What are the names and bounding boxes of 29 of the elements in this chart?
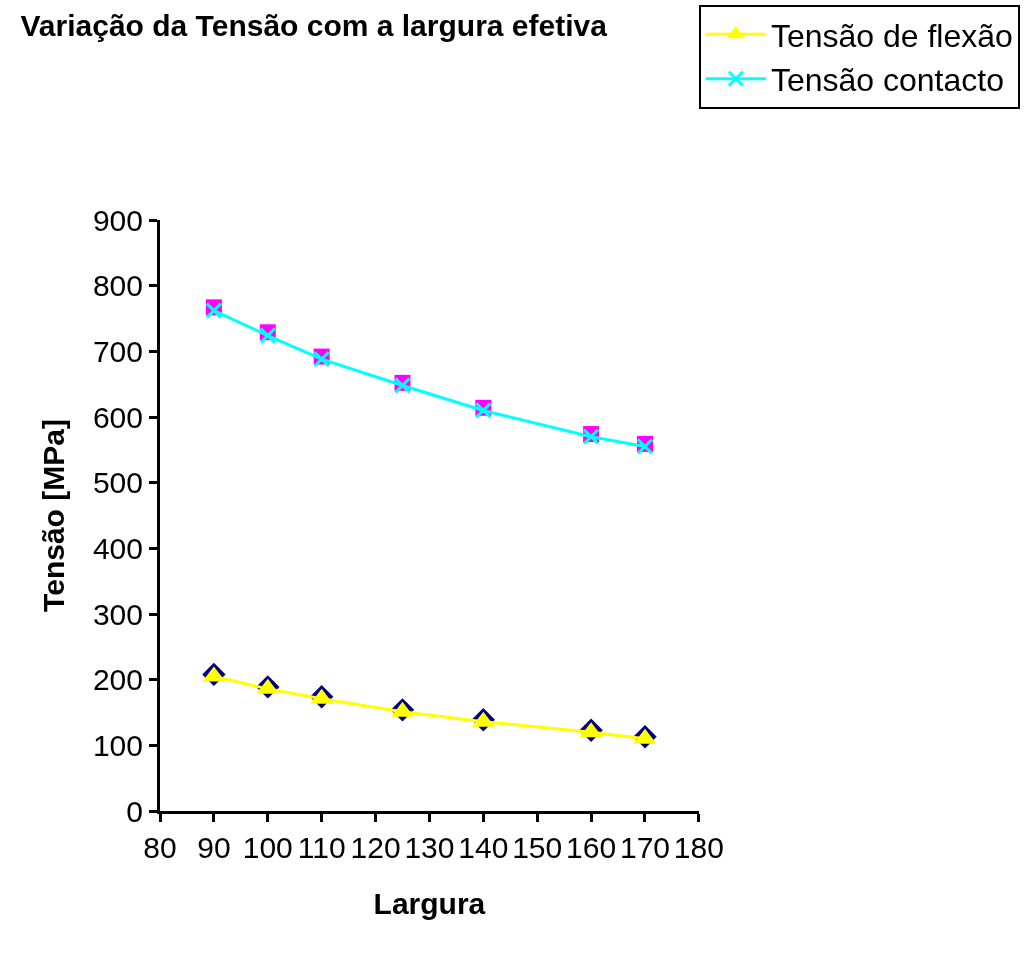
x-tick-label: 120 xyxy=(350,831,401,864)
y-tick-label: 100 xyxy=(92,728,143,762)
y-tick-label: 500 xyxy=(92,466,143,500)
x-tick-label: 160 xyxy=(566,831,617,864)
x-tick-label: 130 xyxy=(404,831,455,864)
x-axis-title: Largura xyxy=(373,886,486,920)
y-tick-label: 800 xyxy=(92,269,143,303)
y-tick-label: 300 xyxy=(92,597,143,631)
x-tick-label: 180 xyxy=(673,831,724,864)
y-tick-label: 400 xyxy=(92,531,143,565)
x-tick-label: 90 xyxy=(197,831,231,864)
legend-label: Tensão contacto xyxy=(770,62,1004,99)
y-tick-label: 0 xyxy=(126,794,143,828)
x-tick-label: 170 xyxy=(619,831,671,864)
chart-title: Variação da Tensão com a largura efetiva xyxy=(20,8,608,42)
x-tick-label: 150 xyxy=(512,831,563,864)
point xyxy=(205,302,223,320)
x-tick-label: 140 xyxy=(458,831,509,864)
y-axis-title: Tensão [MPa] xyxy=(36,419,70,612)
y-tick-label: 900 xyxy=(92,203,143,237)
x-tick-label: 110 xyxy=(297,831,346,864)
point xyxy=(259,327,277,345)
legend-label: Tensão de flexão xyxy=(770,17,1013,54)
y-tick-label: 600 xyxy=(92,400,143,434)
point xyxy=(636,438,654,456)
x-tick-label: 100 xyxy=(242,831,293,864)
x-tick-label: 80 xyxy=(143,831,177,864)
y-tick-label: 700 xyxy=(92,334,143,368)
y-tick-label: 200 xyxy=(92,663,143,697)
